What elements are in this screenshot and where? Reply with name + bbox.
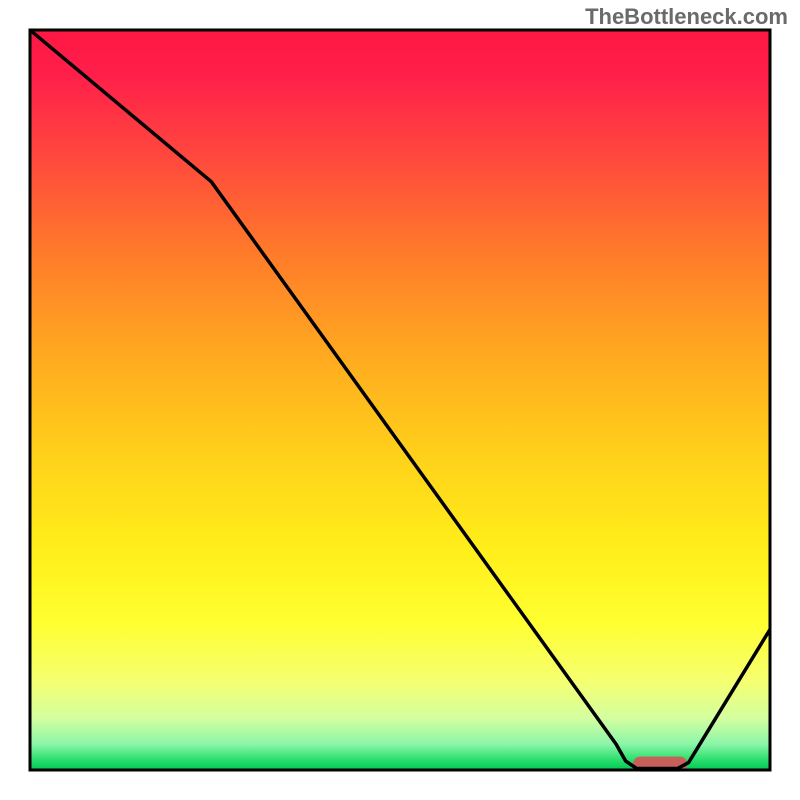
bottleneck-chart <box>0 0 800 800</box>
chart-container: TheBottleneck.com <box>0 0 800 800</box>
gradient-background <box>30 30 770 770</box>
attribution-text: TheBottleneck.com <box>585 4 788 30</box>
